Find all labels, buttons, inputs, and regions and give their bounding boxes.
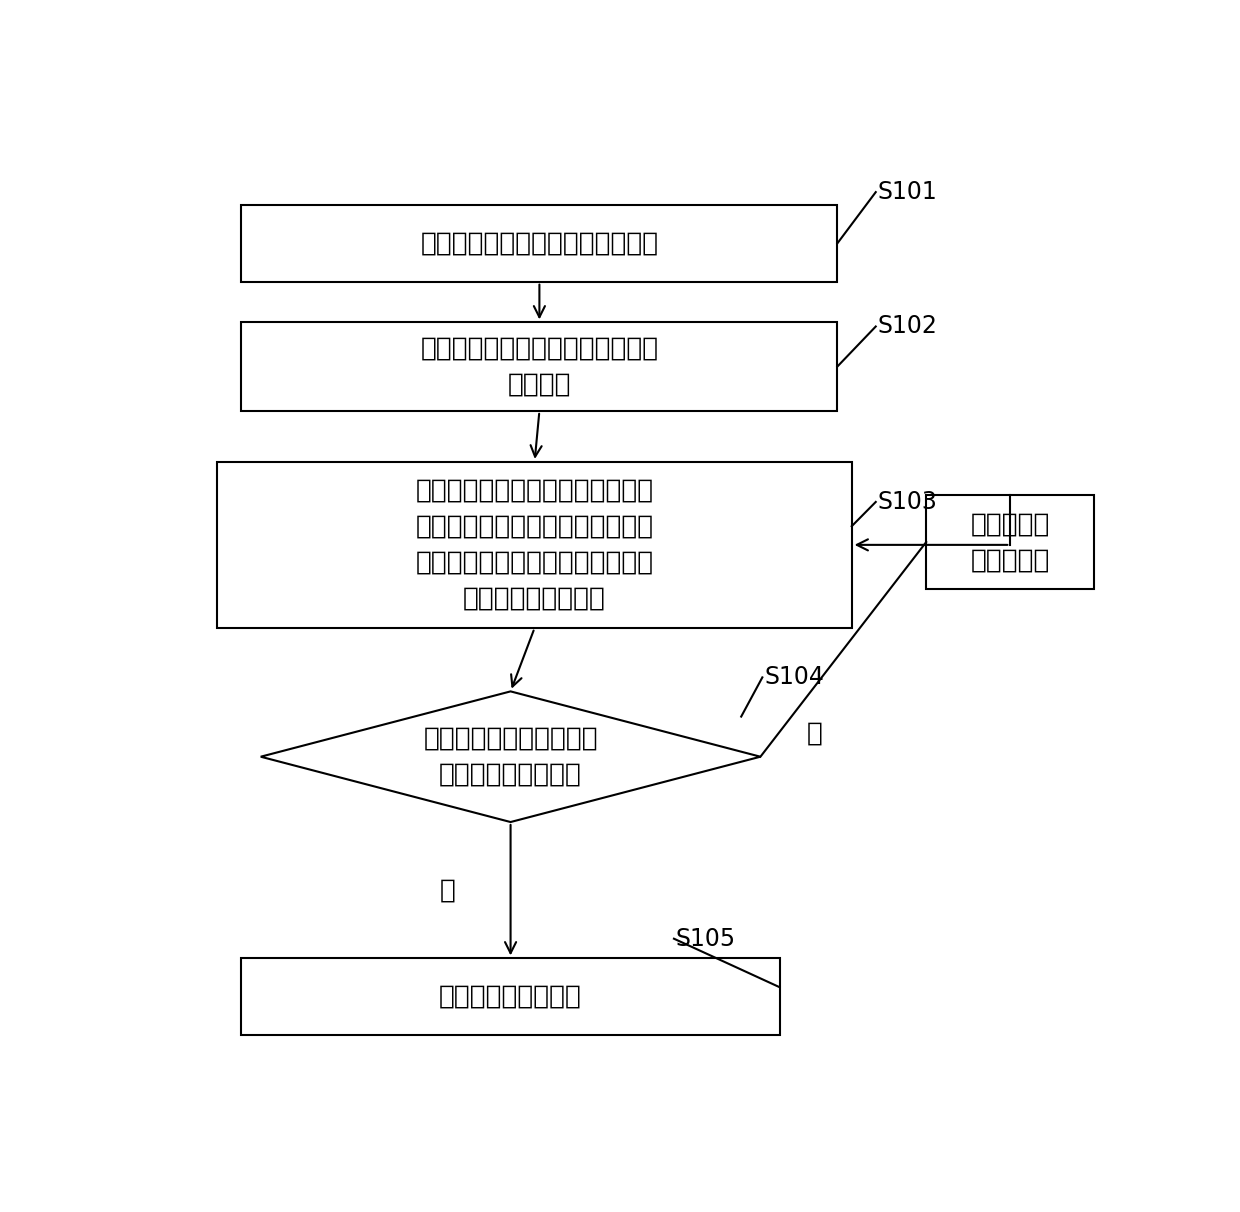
Text: 油基钻井液转换完成: 油基钻井液转换完成 xyxy=(439,984,582,1010)
Text: S102: S102 xyxy=(878,314,937,338)
Text: S105: S105 xyxy=(676,927,737,950)
Text: 是: 是 xyxy=(440,877,456,903)
FancyBboxPatch shape xyxy=(217,462,852,628)
FancyBboxPatch shape xyxy=(242,205,837,281)
Polygon shape xyxy=(260,691,760,822)
Text: S104: S104 xyxy=(764,665,825,690)
Text: 破乳电压的检测值是否大
于第二预设参数阈值: 破乳电压的检测值是否大 于第二预设参数阈值 xyxy=(423,726,598,788)
Text: 测定配制的油基钻井液的破乳电压: 测定配制的油基钻井液的破乳电压 xyxy=(420,230,658,257)
FancyBboxPatch shape xyxy=(926,496,1095,589)
Text: S101: S101 xyxy=(878,181,937,204)
Text: 油基钻井液
转换未完成: 油基钻井液 转换未完成 xyxy=(971,511,1050,573)
Text: 向钻井液循环系统中注入预设体积
的隔离液: 向钻井液循环系统中注入预设体积 的隔离液 xyxy=(420,336,658,398)
Text: 向钻井液循环系统中注入油基钻井
液，并在注入的过程中每隔第一预
设时长检测返出液的破乳电压，得
到破乳电压的检测值: 向钻井液循环系统中注入油基钻井 液，并在注入的过程中每隔第一预 设时长检测返出液… xyxy=(415,478,653,612)
FancyBboxPatch shape xyxy=(242,959,780,1035)
Text: S103: S103 xyxy=(878,490,937,514)
FancyBboxPatch shape xyxy=(242,322,837,411)
Text: 否: 否 xyxy=(806,720,822,747)
